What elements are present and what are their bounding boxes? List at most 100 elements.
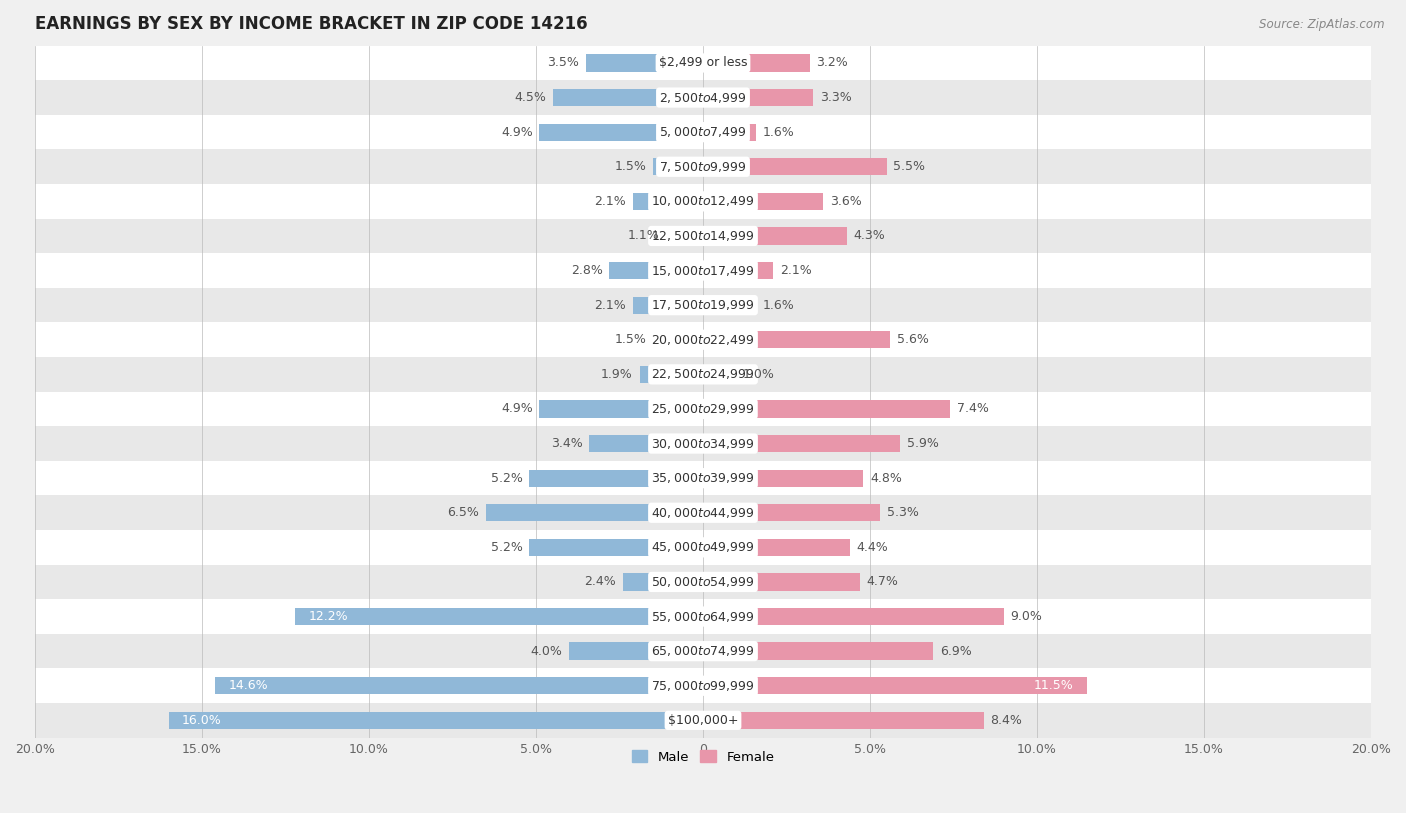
Bar bbox=[640, 366, 703, 383]
Bar bbox=[35, 668, 1371, 703]
Legend: Male, Female: Male, Female bbox=[626, 746, 780, 769]
Bar bbox=[35, 184, 1371, 219]
Text: 2.1%: 2.1% bbox=[595, 195, 626, 208]
Bar bbox=[666, 228, 703, 245]
Text: 12.2%: 12.2% bbox=[309, 610, 349, 623]
Text: 5.5%: 5.5% bbox=[893, 160, 925, 173]
Bar bbox=[35, 323, 1371, 357]
Bar bbox=[540, 124, 703, 141]
Text: 5.2%: 5.2% bbox=[491, 472, 523, 485]
Bar bbox=[703, 435, 900, 452]
Bar bbox=[35, 495, 1371, 530]
Bar bbox=[586, 54, 703, 72]
Text: $20,000 to $22,499: $20,000 to $22,499 bbox=[651, 333, 755, 347]
Bar bbox=[703, 539, 851, 556]
Bar bbox=[486, 504, 703, 521]
Text: $50,000 to $54,999: $50,000 to $54,999 bbox=[651, 575, 755, 589]
Text: 4.9%: 4.9% bbox=[501, 402, 533, 415]
Bar bbox=[703, 228, 846, 245]
Bar bbox=[703, 642, 934, 660]
Text: 4.4%: 4.4% bbox=[856, 541, 889, 554]
Bar bbox=[652, 331, 703, 349]
Text: 1.1%: 1.1% bbox=[628, 229, 659, 242]
Text: $55,000 to $64,999: $55,000 to $64,999 bbox=[651, 610, 755, 624]
Bar bbox=[703, 400, 950, 418]
Bar bbox=[35, 634, 1371, 668]
Text: EARNINGS BY SEX BY INCOME BRACKET IN ZIP CODE 14216: EARNINGS BY SEX BY INCOME BRACKET IN ZIP… bbox=[35, 15, 588, 33]
Bar bbox=[703, 608, 1004, 625]
Bar bbox=[35, 703, 1371, 737]
Bar bbox=[633, 193, 703, 210]
Bar bbox=[703, 331, 890, 349]
Bar bbox=[529, 469, 703, 487]
Text: 3.3%: 3.3% bbox=[820, 91, 852, 104]
Text: $100,000+: $100,000+ bbox=[668, 714, 738, 727]
Text: 3.2%: 3.2% bbox=[817, 56, 848, 69]
Text: 4.0%: 4.0% bbox=[531, 645, 562, 658]
Text: $12,500 to $14,999: $12,500 to $14,999 bbox=[651, 229, 755, 243]
Text: 4.3%: 4.3% bbox=[853, 229, 884, 242]
Text: 14.6%: 14.6% bbox=[229, 679, 269, 692]
Bar bbox=[703, 54, 810, 72]
Bar bbox=[703, 262, 773, 279]
Text: $15,000 to $17,499: $15,000 to $17,499 bbox=[651, 263, 755, 277]
Bar bbox=[529, 539, 703, 556]
Bar bbox=[703, 124, 756, 141]
Bar bbox=[35, 46, 1371, 80]
Bar bbox=[35, 219, 1371, 254]
Text: 3.5%: 3.5% bbox=[547, 56, 579, 69]
Bar bbox=[703, 193, 824, 210]
Text: $17,500 to $19,999: $17,500 to $19,999 bbox=[651, 298, 755, 312]
Text: 9.0%: 9.0% bbox=[1011, 610, 1042, 623]
Text: 3.6%: 3.6% bbox=[830, 195, 862, 208]
Text: 2.4%: 2.4% bbox=[585, 576, 616, 589]
Text: $22,500 to $24,999: $22,500 to $24,999 bbox=[651, 367, 755, 381]
Bar bbox=[703, 504, 880, 521]
Text: $65,000 to $74,999: $65,000 to $74,999 bbox=[651, 644, 755, 659]
Text: $2,500 to $4,999: $2,500 to $4,999 bbox=[659, 90, 747, 105]
Bar bbox=[703, 158, 887, 176]
Text: 16.0%: 16.0% bbox=[181, 714, 222, 727]
Text: 5.6%: 5.6% bbox=[897, 333, 928, 346]
Bar bbox=[35, 80, 1371, 115]
Text: 1.0%: 1.0% bbox=[744, 367, 775, 380]
Text: 4.8%: 4.8% bbox=[870, 472, 901, 485]
Text: 6.9%: 6.9% bbox=[941, 645, 972, 658]
Bar bbox=[35, 461, 1371, 495]
Text: 4.7%: 4.7% bbox=[866, 576, 898, 589]
Text: 7.4%: 7.4% bbox=[957, 402, 988, 415]
Bar bbox=[553, 89, 703, 107]
Text: $10,000 to $12,499: $10,000 to $12,499 bbox=[651, 194, 755, 208]
Text: 4.5%: 4.5% bbox=[515, 91, 546, 104]
Text: 6.5%: 6.5% bbox=[447, 506, 479, 520]
Text: $40,000 to $44,999: $40,000 to $44,999 bbox=[651, 506, 755, 520]
Text: $7,500 to $9,999: $7,500 to $9,999 bbox=[659, 160, 747, 174]
Bar bbox=[569, 642, 703, 660]
Text: 1.6%: 1.6% bbox=[763, 126, 794, 139]
Text: 4.9%: 4.9% bbox=[501, 126, 533, 139]
Text: 5.3%: 5.3% bbox=[887, 506, 918, 520]
Text: 2.8%: 2.8% bbox=[571, 264, 603, 277]
Bar bbox=[35, 150, 1371, 184]
Bar bbox=[609, 262, 703, 279]
Text: 1.5%: 1.5% bbox=[614, 333, 647, 346]
Bar bbox=[35, 254, 1371, 288]
Bar bbox=[35, 288, 1371, 323]
Text: 8.4%: 8.4% bbox=[990, 714, 1022, 727]
Bar bbox=[35, 599, 1371, 634]
Bar bbox=[540, 400, 703, 418]
Text: 5.9%: 5.9% bbox=[907, 437, 939, 450]
Bar bbox=[633, 297, 703, 314]
Text: Source: ZipAtlas.com: Source: ZipAtlas.com bbox=[1260, 18, 1385, 31]
Text: 2.1%: 2.1% bbox=[780, 264, 811, 277]
Bar bbox=[703, 366, 737, 383]
Text: $35,000 to $39,999: $35,000 to $39,999 bbox=[651, 472, 755, 485]
Bar bbox=[703, 469, 863, 487]
Text: $5,000 to $7,499: $5,000 to $7,499 bbox=[659, 125, 747, 139]
Text: 1.5%: 1.5% bbox=[614, 160, 647, 173]
Text: 11.5%: 11.5% bbox=[1033, 679, 1074, 692]
Bar bbox=[703, 89, 813, 107]
Bar bbox=[703, 297, 756, 314]
Text: $2,499 or less: $2,499 or less bbox=[659, 56, 747, 69]
Text: 5.2%: 5.2% bbox=[491, 541, 523, 554]
